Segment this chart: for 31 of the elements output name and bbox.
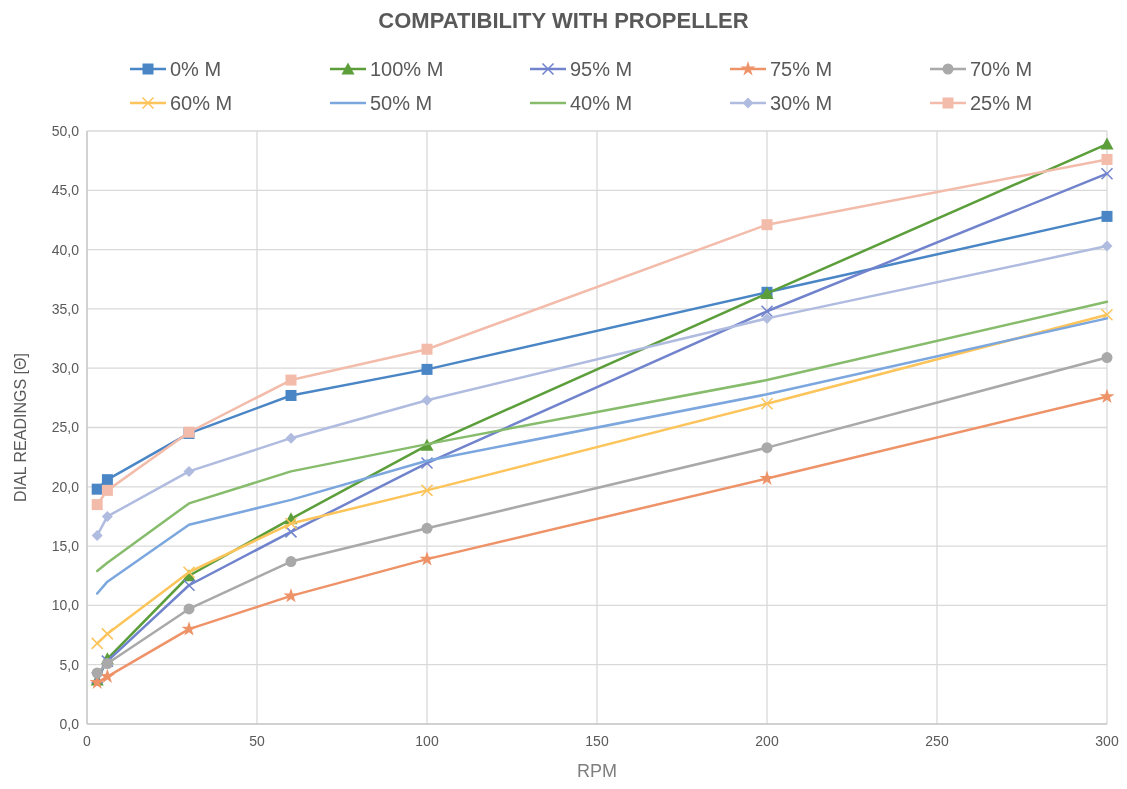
- legend-label: 95% M: [570, 58, 633, 80]
- x-tick-label: 150: [585, 733, 609, 749]
- x-axis-title: RPM: [577, 761, 617, 781]
- y-tick-label: 30,0: [51, 360, 80, 377]
- legend-label: 100% M: [370, 58, 444, 80]
- x-tick-label: 100: [415, 733, 439, 749]
- y-tick-label: 15,0: [51, 538, 80, 554]
- legend-label: 40% M: [570, 92, 633, 114]
- y-tick-label: 20,0: [51, 478, 80, 495]
- legend-label: 75% M: [770, 58, 833, 80]
- y-tick-label: 25,0: [51, 419, 80, 436]
- legend-label: 0% M: [170, 58, 222, 80]
- x-tick-label: 0: [83, 733, 92, 749]
- y-tick-label: 35,0: [51, 300, 80, 317]
- y-tick-label: 45,0: [51, 182, 80, 199]
- legend-label: 70% M: [970, 58, 1033, 80]
- y-tick-label: 10,0: [51, 597, 80, 614]
- x-tick-label: 250: [925, 733, 949, 749]
- legend-label: 50% M: [370, 92, 433, 114]
- y-axis-title: DIAL READINGS [Θ]: [12, 353, 29, 502]
- x-tick-label: 200: [755, 733, 779, 749]
- legend-label: 60% M: [170, 92, 233, 114]
- x-tick-label: 50: [249, 733, 265, 749]
- legend-label: 25% M: [970, 92, 1033, 114]
- x-tick-label: 300: [1095, 733, 1119, 749]
- y-tick-label: 40,0: [51, 241, 80, 258]
- y-tick-label: 0,0: [59, 715, 80, 732]
- y-tick-label: 50,0: [51, 122, 80, 139]
- y-tick-label: 5,0: [59, 656, 80, 673]
- legend-label: 30% M: [770, 92, 833, 114]
- chart-title: COMPATIBILITY WITH PROPELLER: [378, 8, 749, 33]
